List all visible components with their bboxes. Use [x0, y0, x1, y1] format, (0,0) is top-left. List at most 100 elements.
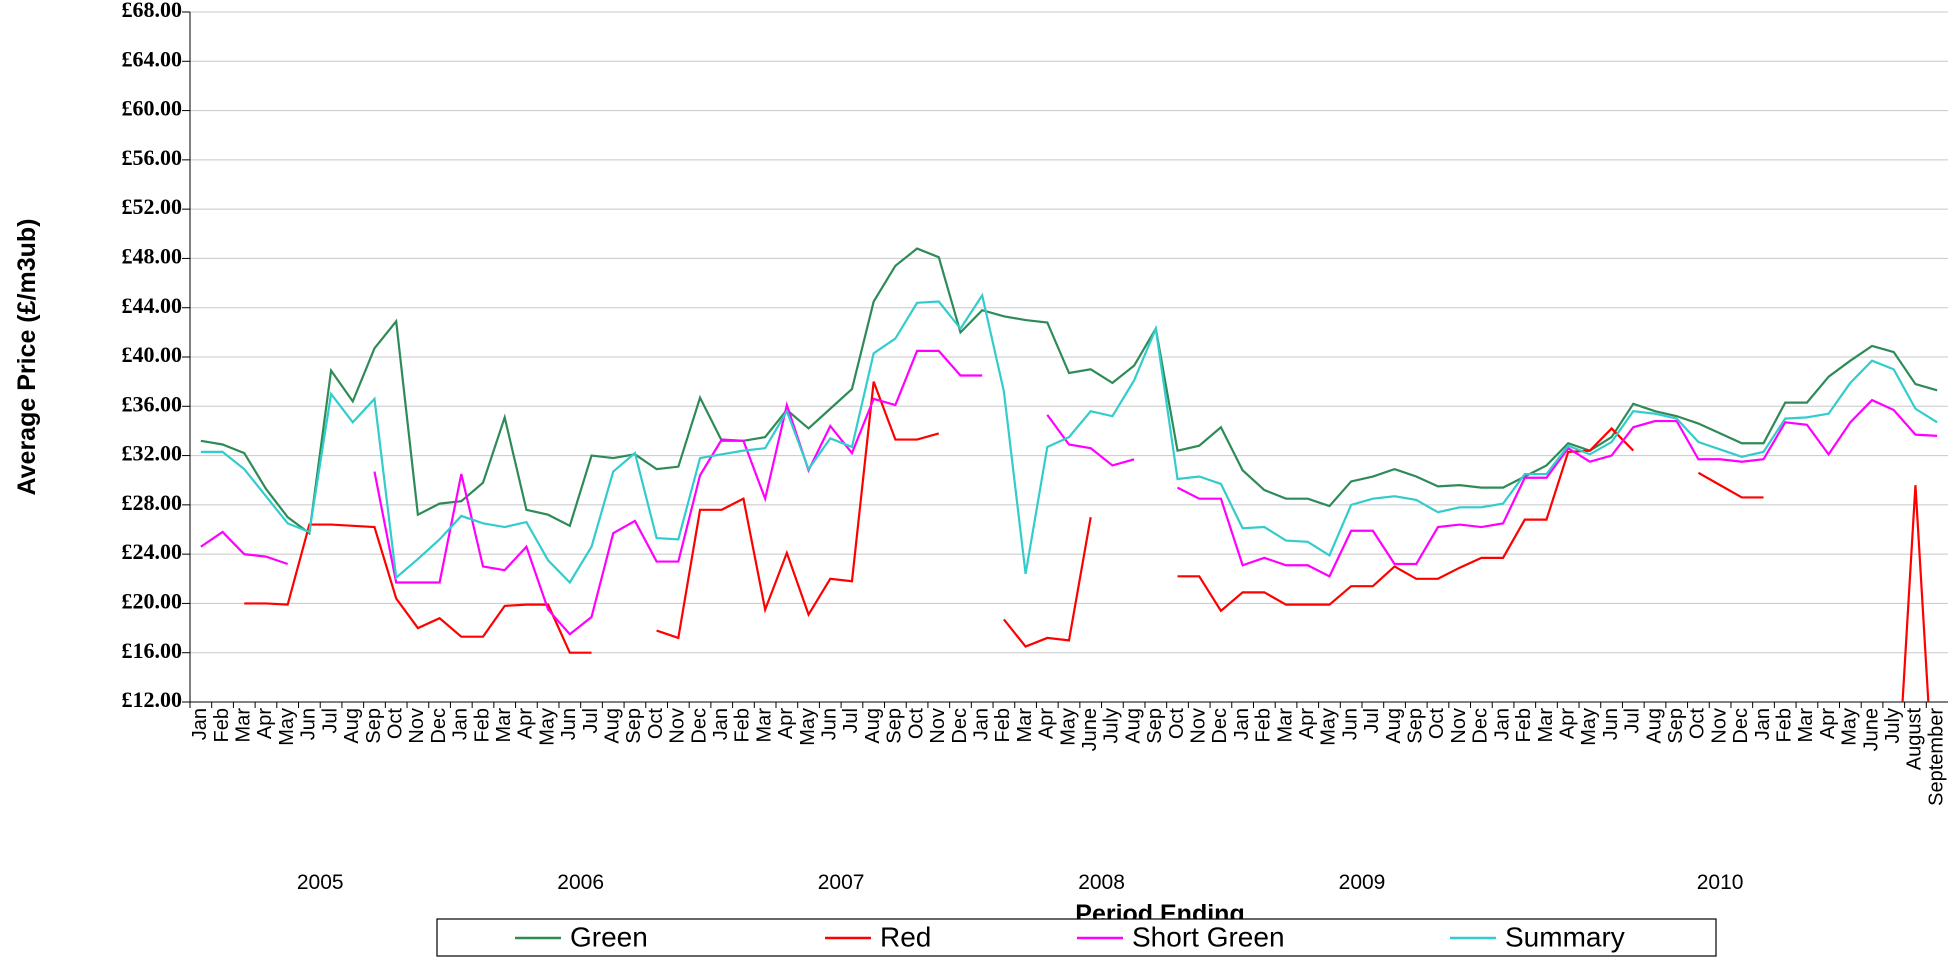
- y-tick-label: £16.00: [122, 638, 183, 663]
- x-tick-label: Mar: [1274, 708, 1296, 743]
- year-label: 2005: [297, 871, 344, 894]
- x-tick-label: Apr: [775, 708, 797, 739]
- x-tick-label: Jun: [819, 708, 841, 740]
- y-tick-label: £52.00: [122, 194, 183, 219]
- year-label: 2006: [557, 871, 604, 894]
- x-tick-label: May: [1057, 708, 1079, 746]
- x-tick-label: Sep: [363, 708, 385, 744]
- x-tick-label: Jan: [189, 708, 211, 740]
- x-tick-label: Jan: [970, 708, 992, 740]
- x-tick-label: Mar: [1795, 708, 1817, 743]
- y-tick-label: £32.00: [122, 441, 183, 466]
- legend-label: Summary: [1505, 921, 1625, 952]
- x-tick-label: Nov: [1188, 708, 1210, 744]
- x-tick-label: Aug: [602, 708, 624, 744]
- x-tick-label: Jan: [1231, 708, 1253, 740]
- x-tick-label: Aug: [862, 708, 884, 744]
- x-tick-label: September: [1925, 708, 1947, 806]
- x-tick-label: Nov: [1448, 708, 1470, 744]
- x-tick-label: Aug: [1122, 708, 1144, 744]
- x-tick-label: Nov: [1708, 708, 1730, 744]
- x-tick-label: Nov: [667, 708, 689, 744]
- x-tick-label: Feb: [1513, 708, 1535, 742]
- x-tick-label: Dec: [688, 708, 710, 744]
- x-tick-label: Feb: [471, 708, 493, 742]
- x-tick-label: Apr: [1296, 708, 1318, 739]
- y-tick-label: £44.00: [122, 293, 183, 318]
- x-tick-label: Nov: [406, 708, 428, 744]
- x-tick-label: Dec: [1730, 708, 1752, 744]
- year-label: 2009: [1339, 871, 1386, 894]
- x-tick-label: Aug: [1383, 708, 1405, 744]
- series-line: [244, 381, 1930, 702]
- series-line: [200, 292, 1938, 585]
- series-group: [200, 247, 1938, 702]
- x-tick-label: Apr: [515, 708, 537, 739]
- x-tick-label: May: [797, 708, 819, 746]
- x-tick-label: Jul: [319, 708, 341, 734]
- x-tick-label: May: [536, 708, 558, 746]
- y-tick-label: £28.00: [122, 490, 183, 515]
- x-tick-label: Sep: [1665, 708, 1687, 744]
- x-tick-label: Jul: [840, 708, 862, 734]
- x-tick-label: Sep: [1144, 708, 1166, 744]
- x-tick-label: Jul: [1622, 708, 1644, 734]
- y-tick-label: £36.00: [122, 391, 183, 416]
- x-tick-label: Jun: [1339, 708, 1361, 740]
- x-tick-label: Oct: [1166, 708, 1188, 740]
- legend-label: Short Green: [1132, 921, 1285, 952]
- x-tick-label: Mar: [233, 708, 255, 743]
- x-tick-label: Mar: [753, 708, 775, 743]
- x-tick-label: Apr: [1556, 708, 1578, 739]
- x-tick-label: Mar: [493, 708, 515, 743]
- y-axis-title: Average Price (£/m3ub): [13, 219, 41, 496]
- x-tick-label: Oct: [645, 708, 667, 740]
- x-tick-label: Jul: [1361, 708, 1383, 734]
- x-tick-label: Sep: [1405, 708, 1427, 744]
- x-tick-label: Mar: [1014, 708, 1036, 743]
- x-tick-label: Jan: [710, 708, 732, 740]
- x-tick-label: May: [1839, 708, 1861, 746]
- x-tick-label: Feb: [992, 708, 1014, 742]
- x-tick-label: Apr: [1036, 708, 1058, 739]
- x-tick-label: July: [1882, 708, 1904, 744]
- y-tick-label: £24.00: [122, 539, 183, 564]
- year-label: 2007: [818, 871, 865, 894]
- x-tick-label: Dec: [428, 708, 450, 744]
- x-tick-label: Apr: [254, 708, 276, 739]
- x-tick-label: Aug: [1643, 708, 1665, 744]
- x-tick-label: June: [1860, 708, 1882, 751]
- x-tick-label: Aug: [341, 708, 363, 744]
- x-tick-label: Jan: [1752, 708, 1774, 740]
- x-tick-label: June: [1079, 708, 1101, 751]
- legend-box: [436, 918, 1717, 957]
- x-tick-label: Sep: [884, 708, 906, 744]
- x-tick-label: May: [1578, 708, 1600, 746]
- x-tick-label: Mar: [1535, 708, 1557, 743]
- x-tick-label: Feb: [732, 708, 754, 742]
- x-tick-label: Jun: [1600, 708, 1622, 740]
- y-tick-label: £48.00: [122, 243, 183, 268]
- x-tick-label: July: [1101, 708, 1123, 744]
- x-tick-label: Dec: [1209, 708, 1231, 744]
- series-line: [200, 247, 1938, 536]
- x-tick-label: Jul: [580, 708, 602, 734]
- series-line: [200, 349, 1938, 636]
- x-tick-label: Jan: [450, 708, 472, 740]
- y-tick-label: £64.00: [122, 46, 183, 71]
- y-tick-label: £56.00: [122, 145, 183, 170]
- x-tick-label: Oct: [384, 708, 406, 740]
- y-tick-label: £68.00: [122, 0, 183, 22]
- x-tick-label: Jun: [298, 708, 320, 740]
- x-tick-label: Jan: [1491, 708, 1513, 740]
- x-tick-label: May: [1318, 708, 1340, 746]
- x-tick-label: Feb: [211, 708, 233, 742]
- x-tick-label: Feb: [1774, 708, 1796, 742]
- y-tick-label: £20.00: [122, 588, 183, 613]
- x-tick-label: Nov: [927, 708, 949, 744]
- x-tick-label: Apr: [1817, 708, 1839, 739]
- x-tick-label: Dec: [1470, 708, 1492, 744]
- year-label: 2008: [1078, 871, 1125, 894]
- x-tick-label: Dec: [949, 708, 971, 744]
